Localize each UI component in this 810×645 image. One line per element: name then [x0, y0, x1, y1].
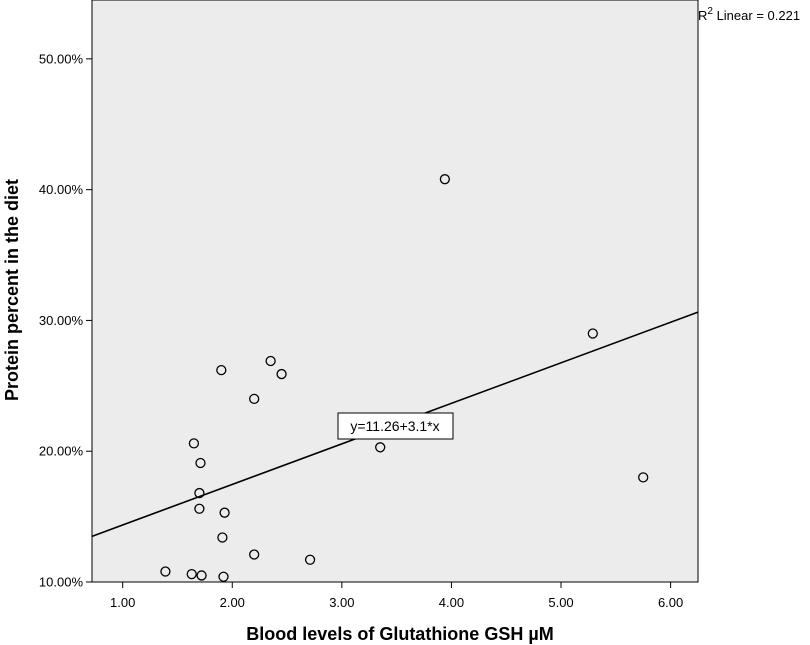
- equation-label: y=11.26+3.1*x: [350, 418, 439, 434]
- r2-label: R2 Linear = 0.221: [698, 6, 800, 23]
- data-point: [196, 570, 207, 581]
- data-point: [219, 507, 230, 518]
- x-tick-label: 2.00: [220, 595, 245, 610]
- y-tick-label: 50.00%: [39, 51, 84, 66]
- data-point: [160, 566, 171, 577]
- r2-prefix: R: [698, 8, 707, 23]
- y-axis: 10.00% 20.00% 30.00% 40.00% 50.00%: [39, 51, 92, 590]
- x-tick-label: 1.00: [110, 595, 135, 610]
- data-point: [249, 393, 260, 405]
- data-point: [194, 503, 205, 514]
- data-point: [195, 457, 206, 469]
- y-axis-title: Protein percent in the diet: [2, 179, 22, 401]
- data-point: [216, 364, 227, 376]
- y-tick-label: 30.00%: [39, 313, 84, 328]
- data-point: [186, 569, 197, 580]
- data-point: [375, 442, 386, 453]
- x-tick-label: 4.00: [439, 595, 464, 610]
- y-tick-label: 10.00%: [39, 575, 84, 590]
- data-point: [217, 532, 228, 543]
- data-point: [188, 438, 200, 449]
- plot-area: [91, 0, 699, 583]
- x-tick-label: 6.00: [658, 595, 683, 610]
- data-point: [265, 355, 276, 367]
- data-point: [439, 174, 451, 185]
- x-tick-label: 5.00: [548, 595, 573, 610]
- y-tick-label: 40.00%: [39, 182, 84, 197]
- equation-box-frame: [337, 412, 454, 440]
- data-point: [304, 554, 316, 565]
- data-point: [194, 487, 205, 499]
- data-point: [587, 328, 598, 339]
- data-point: [276, 368, 287, 380]
- data-point: [218, 571, 229, 582]
- data-point: [638, 472, 649, 483]
- x-tick-label: 3.00: [329, 595, 354, 610]
- r2-superscript: 2: [707, 6, 713, 17]
- x-axis-title: Blood levels of Glutathione GSH µM: [246, 624, 553, 644]
- data-point: [249, 549, 260, 560]
- r2-value: Linear = 0.221: [713, 8, 800, 23]
- equation-box: y=11.26+3.1*x: [337, 412, 454, 440]
- data-points: [160, 174, 649, 582]
- y-tick-label: 20.00%: [39, 444, 84, 459]
- x-axis: 1.00 2.00 3.00 4.00 5.00 6.00: [110, 582, 683, 610]
